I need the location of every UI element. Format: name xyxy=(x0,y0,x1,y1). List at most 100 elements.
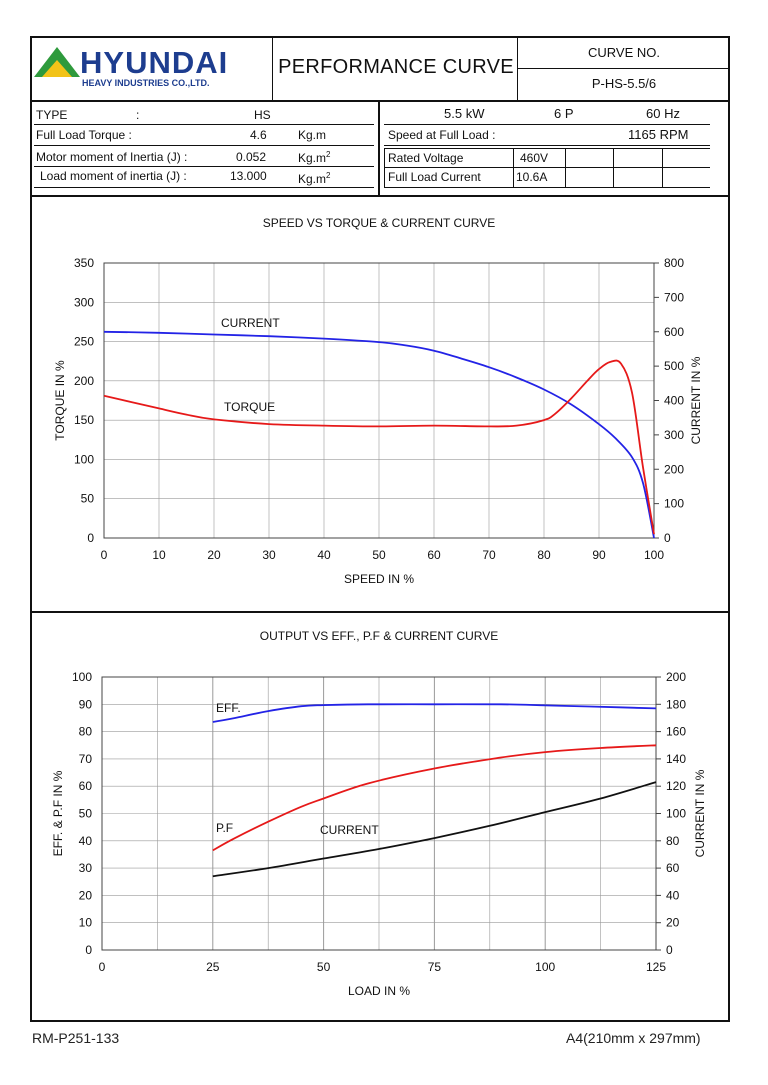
y-tick-label: 40 xyxy=(79,834,93,848)
kw-unit: kW xyxy=(465,106,485,121)
y2-tick-label: 400 xyxy=(664,394,684,408)
y-tick-label: 50 xyxy=(81,492,95,506)
y2-tick-label: 200 xyxy=(664,462,684,476)
series-label-current: CURRENT xyxy=(221,316,280,330)
pole-number: 6 xyxy=(554,106,562,121)
paper-size: A4(210mm x 297mm) xyxy=(566,1030,701,1046)
speed-value: 1165 RPM xyxy=(628,127,688,142)
y2-tick-label: 200 xyxy=(666,670,686,684)
y2-tick-label: 180 xyxy=(666,697,686,711)
y-axis-label: TORQUE IN % xyxy=(53,360,67,441)
hyundai-logo-icon xyxy=(34,47,80,77)
speed-unit: RPM xyxy=(659,127,689,142)
type-colon: : xyxy=(136,108,140,122)
x-tick-label: 100 xyxy=(644,548,664,562)
x-tick-label: 60 xyxy=(427,548,441,562)
specs-divider xyxy=(30,195,730,197)
y-axis-label: EFF. & P.F IN % xyxy=(51,770,65,856)
current-value: 10.6A xyxy=(516,170,548,184)
x-tick-label: 70 xyxy=(482,548,496,562)
x-tick-label: 125 xyxy=(646,960,666,974)
y2-tick-label: 100 xyxy=(664,497,684,511)
y2-tick-label: 800 xyxy=(664,256,684,270)
spec-cell-line xyxy=(613,148,614,187)
y2-tick-label: 140 xyxy=(666,752,686,766)
x-tick-label: 0 xyxy=(99,960,106,974)
spec-cell-line xyxy=(513,148,514,187)
y2-tick-label: 700 xyxy=(664,290,684,304)
speed-torque-current-chart: SPEED VS TORQUE & CURRENT CURVE 0 10 20 30 40… xyxy=(53,216,703,586)
motor-inertia-value: 0.052 xyxy=(236,150,267,164)
x-tick-label: 50 xyxy=(317,960,331,974)
x-tick-label: 100 xyxy=(535,960,555,974)
kw-value: 5.5 kW xyxy=(444,106,484,121)
curve-no-divider xyxy=(518,68,730,69)
y2-axis-label: CURRENT IN % xyxy=(693,769,707,857)
y-tick-label: 0 xyxy=(87,531,94,545)
speed-label: Speed at Full Load : xyxy=(388,128,496,142)
y2-axis-label: CURRENT IN % xyxy=(689,356,703,444)
x-tick-label: 40 xyxy=(317,548,331,562)
y2-tick-label: 120 xyxy=(666,779,686,793)
y-tick-label: 90 xyxy=(79,697,93,711)
spec-row-line xyxy=(34,166,374,167)
hz-unit: Hz xyxy=(664,106,680,121)
logo-text: HYUNDAI xyxy=(80,45,229,80)
motor-inertia-unit: Kg.m2 xyxy=(298,150,330,165)
y-tick-label: 100 xyxy=(72,670,92,684)
header-divider xyxy=(30,100,730,102)
y2-tick-label: 40 xyxy=(666,888,680,902)
hz-value: 60 Hz xyxy=(646,106,680,121)
pole-unit: P xyxy=(564,106,574,121)
logo-divider xyxy=(272,36,273,100)
page-title: PERFORMANCE CURVE xyxy=(278,56,514,78)
logo-subtitle: HEAVY INDUSTRIES CO.,LTD. xyxy=(82,78,210,88)
current-label: Full Load Current xyxy=(388,170,481,184)
series-line-current xyxy=(103,330,655,539)
section-divider xyxy=(30,611,730,613)
series-line-current xyxy=(212,781,657,878)
x-tick-label: 20 xyxy=(207,548,221,562)
y-tick-label: 80 xyxy=(79,725,93,739)
x-tick-label: 0 xyxy=(101,548,108,562)
hz-number: 60 xyxy=(646,106,661,121)
spec-row-line xyxy=(384,167,710,168)
y-tick-label: 50 xyxy=(79,807,93,821)
torque-label: Full Load Torque : xyxy=(36,128,132,142)
y-tick-label: 250 xyxy=(74,335,94,349)
y2-tick-label: 100 xyxy=(666,807,686,821)
x-axis-label: LOAD IN % xyxy=(348,984,410,998)
y2-tick-label: 0 xyxy=(666,943,673,957)
series-line-torque xyxy=(103,359,655,535)
y-tick-label: 200 xyxy=(74,374,94,388)
load-inertia-value: 13.000 xyxy=(230,169,267,183)
spec-row-line xyxy=(34,145,374,146)
x-tick-label: 75 xyxy=(428,960,442,974)
document-code: RM-P251-133 xyxy=(32,1030,120,1046)
y2-tick-label: 500 xyxy=(664,359,684,373)
voltage-label: Rated Voltage xyxy=(388,151,464,165)
y-tick-label: 150 xyxy=(74,413,94,427)
kw-number: 5.5 xyxy=(444,106,463,121)
curve-no-label: CURVE NO. xyxy=(588,45,660,60)
x-tick-label: 80 xyxy=(537,548,551,562)
y2-tick-label: 300 xyxy=(664,428,684,442)
pole-value: 6 P xyxy=(554,106,574,121)
torque-value: 4.6 xyxy=(250,128,267,142)
unit-superscript: 2 xyxy=(326,171,331,180)
x-axis-label: SPEED IN % xyxy=(344,572,414,586)
output-eff-pf-current-chart: OUTPUT VS EFF., P.F & CURRENT CURVE 0 25 50… xyxy=(51,629,707,998)
y2-tick-label: 0 xyxy=(664,531,671,545)
series-line-eff xyxy=(212,703,657,723)
specs-center-divider xyxy=(378,100,380,195)
curve-no-value: P-HS-5.5/6 xyxy=(591,76,657,91)
y-tick-label: 30 xyxy=(79,861,93,875)
series-label-eff: EFF. xyxy=(216,701,241,715)
spec-row-line xyxy=(34,124,374,125)
series-label-current: CURRENT xyxy=(320,823,379,837)
y-tick-label: 0 xyxy=(85,943,92,957)
load-inertia-label: Load moment of inertia (J) : xyxy=(40,169,187,183)
type-label: TYPE xyxy=(36,108,68,122)
series-label-p-f: P.F xyxy=(216,821,233,835)
y-tick-label: 70 xyxy=(79,752,93,766)
